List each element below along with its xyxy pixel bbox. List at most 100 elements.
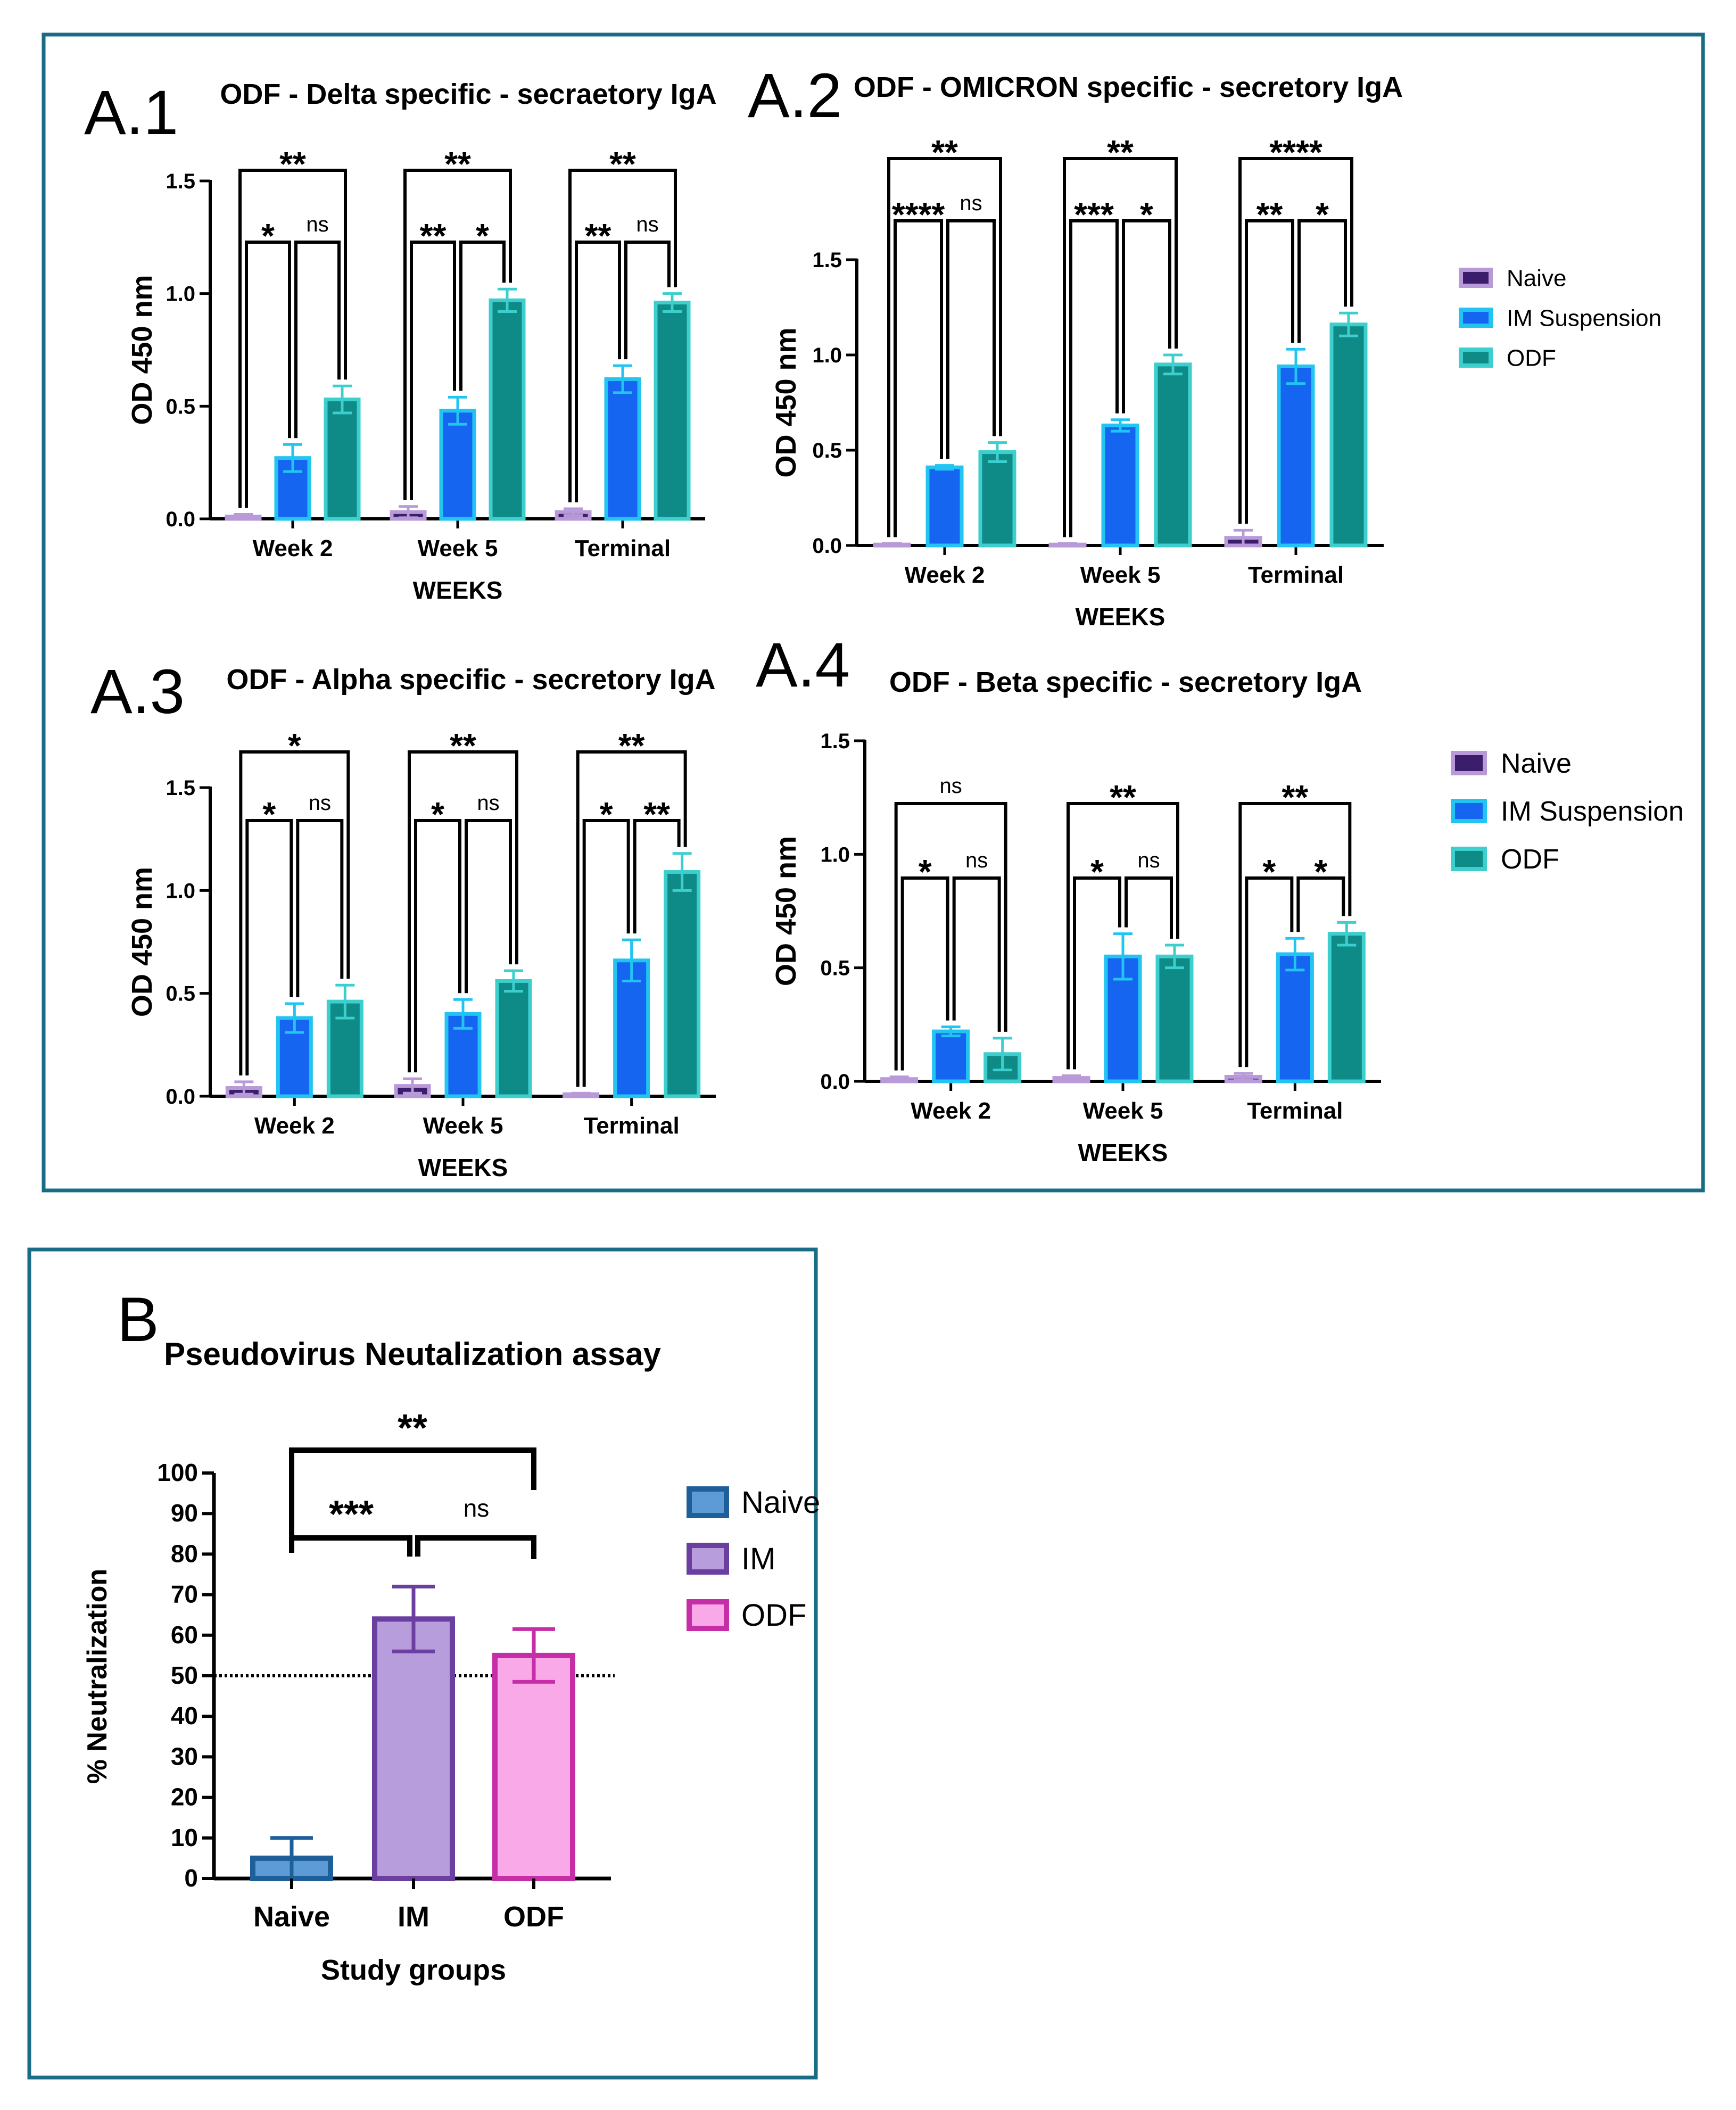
significance-bracket bbox=[946, 219, 996, 459]
significance-label: ** bbox=[420, 217, 447, 255]
bar-odf bbox=[1155, 954, 1194, 1083]
significance-bracket bbox=[245, 241, 291, 508]
y-tick-label: 90 bbox=[171, 1499, 198, 1527]
y-axis-label: % Neutralization bbox=[82, 1569, 113, 1784]
legend-swatch-im-suspension bbox=[1459, 308, 1493, 328]
significance-label: ns bbox=[636, 213, 658, 236]
significance-label: ** bbox=[450, 726, 476, 765]
legend-swatch-odf bbox=[1451, 847, 1487, 871]
significance-label: ns bbox=[306, 213, 328, 236]
significance-bracket bbox=[894, 219, 943, 537]
legend-swatch-naive bbox=[687, 1486, 729, 1518]
bar-im-suspension bbox=[1277, 364, 1315, 548]
significance-bracket bbox=[1069, 219, 1119, 537]
legend-swatch-odf bbox=[1459, 347, 1493, 368]
significance-bracket bbox=[1238, 802, 1352, 1068]
significance-label: ns bbox=[960, 192, 982, 215]
legend-label: IM Suspension bbox=[1507, 305, 1661, 331]
significance-bracket bbox=[1125, 876, 1173, 939]
significance-bracket bbox=[1238, 157, 1353, 524]
panel-label-a4: A.4 bbox=[756, 630, 850, 700]
significance-bracket bbox=[1297, 219, 1347, 343]
significance-label: *** bbox=[329, 1493, 374, 1536]
legend-swatch-im bbox=[687, 1543, 729, 1575]
x-tick-label: Terminal bbox=[584, 1113, 680, 1139]
significance-bracket bbox=[1073, 876, 1121, 1070]
chart-a2: ODF - OMICRON specific - secretory IgA OD… bbox=[770, 71, 1403, 631]
significance-label: ** bbox=[398, 1407, 427, 1450]
bar-im-suspension bbox=[925, 465, 964, 548]
chart-a4: ODF - Beta specific - secretory IgA OD 45… bbox=[770, 666, 1381, 1166]
y-tick-label: 0.0 bbox=[166, 1085, 195, 1108]
x-tick-label: Week 5 bbox=[1080, 562, 1161, 588]
panel-a-frame bbox=[42, 32, 1705, 1193]
bar-odf bbox=[1329, 322, 1368, 548]
y-tick-label: 50 bbox=[171, 1661, 198, 1689]
y-tick-label: 0.5 bbox=[166, 395, 195, 418]
y-tick-label: 1.5 bbox=[812, 249, 842, 272]
x-tick-label: Week 2 bbox=[905, 562, 985, 588]
significance-label: ns bbox=[940, 774, 962, 798]
significance-bracket bbox=[1067, 802, 1179, 1070]
legend-label: IM bbox=[741, 1542, 775, 1576]
bar-odf bbox=[654, 301, 691, 521]
significance-label: * bbox=[600, 795, 613, 833]
significance-label: ** bbox=[643, 795, 670, 833]
significance-label: * bbox=[919, 853, 932, 891]
chart-title: ODF - OMICRON specific - secretory IgA bbox=[854, 71, 1403, 103]
significance-label: * bbox=[1262, 853, 1276, 891]
y-tick-label: 1.0 bbox=[820, 843, 850, 866]
legend-label: ODF bbox=[741, 1598, 806, 1633]
bar-odf bbox=[324, 398, 361, 521]
legend-a-top: Naive IM Suspension ODF bbox=[1459, 265, 1661, 371]
x-tick-label: Week 2 bbox=[253, 535, 333, 561]
significance-bracket bbox=[576, 750, 687, 1087]
y-tick-label: 1.0 bbox=[166, 879, 195, 903]
chart-title: ODF - Delta specific - secraetory IgA bbox=[220, 78, 716, 110]
legend-label: Naive bbox=[1501, 748, 1572, 779]
significance-bracket bbox=[459, 241, 506, 391]
significance-label: ns bbox=[965, 849, 988, 872]
y-tick-label: 1.5 bbox=[166, 170, 195, 193]
y-tick-label: 100 bbox=[157, 1459, 198, 1486]
y-tick-label: 1.0 bbox=[812, 344, 842, 367]
significance-label: ns bbox=[464, 1494, 490, 1522]
x-axis-title: WEEKS bbox=[1078, 1139, 1168, 1166]
significance-label: **** bbox=[892, 195, 945, 234]
y-axis-label: OD 450 nm bbox=[126, 275, 158, 425]
significance-label: ** bbox=[1110, 778, 1136, 816]
bar-odf bbox=[1327, 932, 1366, 1083]
x-tick-label: IM bbox=[398, 1901, 429, 1933]
y-tick-label: 0.0 bbox=[812, 534, 842, 558]
y-tick-label: 0.0 bbox=[166, 508, 195, 531]
bar-im-suspension bbox=[1101, 423, 1139, 548]
significance-bracket bbox=[633, 819, 681, 934]
chart-b: Pseudovirus Neutalization assay % Neutral… bbox=[82, 1336, 820, 1986]
significance-bracket bbox=[410, 241, 456, 500]
y-tick-label: 40 bbox=[171, 1702, 198, 1730]
y-tick-label: 20 bbox=[171, 1783, 198, 1811]
significance-bracket bbox=[294, 241, 341, 438]
significance-bracket bbox=[414, 819, 461, 1073]
significance-label: * bbox=[261, 217, 275, 255]
significance-bracket bbox=[1245, 219, 1294, 524]
x-tick-label: Terminal bbox=[575, 535, 671, 561]
significance-label: * bbox=[431, 795, 444, 833]
significance-bracket bbox=[289, 1535, 412, 1557]
significance-label: * bbox=[1316, 195, 1329, 234]
y-tick-label: 1.0 bbox=[166, 283, 195, 306]
y-tick-label: 0.5 bbox=[812, 439, 842, 462]
x-axis-title: WEEKS bbox=[413, 576, 503, 604]
legend-swatch-naive bbox=[1459, 268, 1493, 288]
x-axis-title: Study groups bbox=[321, 1954, 506, 1986]
significance-bracket bbox=[582, 819, 630, 1087]
significance-bracket bbox=[952, 876, 1001, 1032]
legend-label: Naive bbox=[1507, 265, 1567, 291]
legend-label: IM Suspension bbox=[1501, 796, 1684, 827]
y-tick-label: 0.0 bbox=[820, 1070, 850, 1094]
y-axis-label: OD 450 nm bbox=[770, 327, 802, 477]
significance-bracket bbox=[408, 750, 518, 1073]
x-tick-label: Naive bbox=[253, 1901, 330, 1933]
